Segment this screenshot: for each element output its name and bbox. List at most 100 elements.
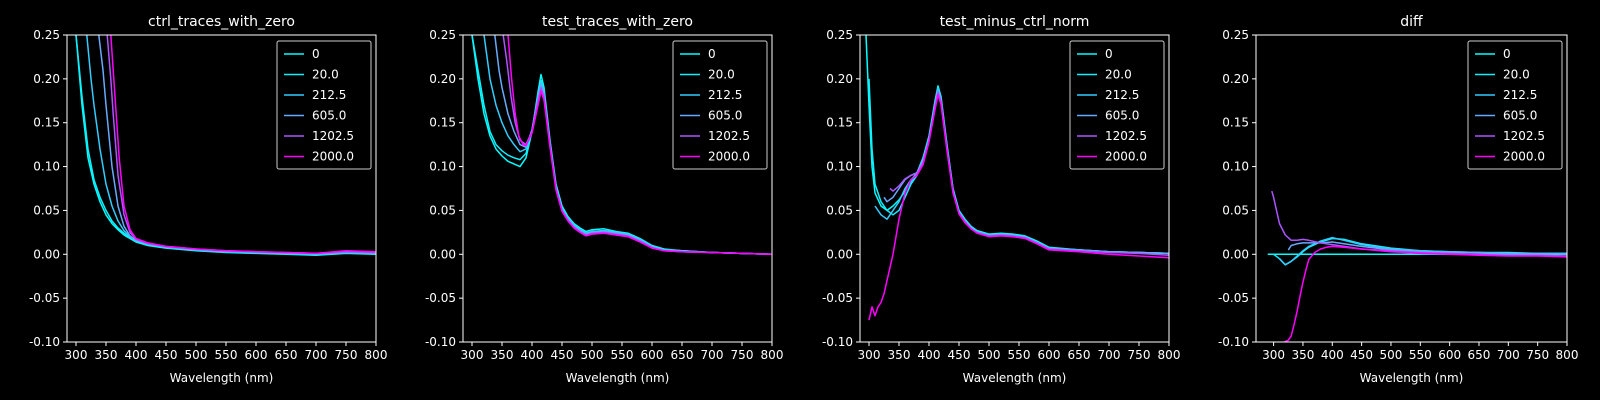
x-tick-label: 700 [701,348,724,362]
legend-entry: 605.0 [1105,109,1139,123]
x-tick-label: 750 [335,348,358,362]
x-tick-label: 450 [155,348,178,362]
legend-entry: 2000.0 [312,150,354,164]
legend-box [1467,40,1563,170]
y-tick-label: 0.20 [429,72,456,86]
legend: 0 20.0 212.5 605.0 1202.5 2000.0 [1069,40,1165,170]
legend-entry: 2000.0 [1105,150,1147,164]
axes-frame [462,34,773,343]
x-axis-label: Wavelength (nm) [170,371,274,385]
chart-panel-2: 300 350 400 450 500 550 600 650 700 750 800 -0.10 -0… [425,14,784,385]
x-tick-label: 800 [761,348,784,362]
y-tick-label: 0.00 [429,247,456,261]
series-line-2000-0 [868,93,1169,321]
y-tick-label: 0.05 [826,203,853,217]
y-tick-label: -0.05 [425,291,456,305]
x-tick-label: 800 [1556,348,1579,362]
y-tick-label: 0.25 [429,28,456,42]
series-line-2000-0 [507,35,772,256]
y-tick-label: 0.05 [1222,203,1249,217]
legend-entry: 20.0 [1105,68,1132,82]
legend-entry: 0 [1503,47,1511,61]
series-line-2000-0 [110,35,376,255]
legend: 0 20.0 212.5 605.0 1202.5 2000.0 [672,40,768,170]
x-tick-label: 450 [948,348,971,362]
series-lines [471,35,772,256]
y-tick-label: -0.10 [822,335,853,349]
y-tick-label: 0.15 [429,116,456,130]
y-tick-label: -0.10 [29,335,60,349]
legend-entry: 212.5 [1503,88,1537,102]
x-axis-label: Wavelength (nm) [566,371,670,385]
legend: 0 20.0 212.5 605.0 1202.5 2000.0 [276,40,372,170]
x-axis-label: Wavelength (nm) [1360,371,1464,385]
y-tick-label: 0.05 [33,203,60,217]
chart-title: diff [1400,14,1423,30]
legend-entry: 0 [1105,47,1113,61]
chart-title: test_minus_ctrl_norm [940,14,1090,30]
legend-box [1069,40,1165,170]
x-tick-label: 600 [641,348,664,362]
x-tick-label: 700 [1497,348,1520,362]
x-tick-label: 800 [1158,348,1181,362]
x-tick-label: 700 [1098,348,1121,362]
legend-entry: 2000.0 [708,150,750,164]
chart-title: test_traces_with_zero [542,14,693,30]
x-tick-label: 350 [888,348,911,362]
x-tick-label: 650 [275,348,298,362]
x-tick-label: 400 [521,348,544,362]
y-tick-label: -0.05 [29,291,60,305]
legend-entry: 20.0 [312,68,339,82]
x-tick-label: 350 [491,348,514,362]
y-tick-label: 0.25 [826,28,853,42]
chart-title: ctrl_traces_with_zero [148,14,295,30]
x-tick-label: 600 [1438,348,1461,362]
y-tick-label: 0.15 [826,116,853,130]
x-tick-label: 650 [1068,348,1091,362]
x-tick-label: 500 [581,348,604,362]
x-tick-label: 450 [551,348,574,362]
y-tick-label: 0.10 [429,160,456,174]
x-tick-label: 550 [1008,348,1031,362]
y-tick-label: 0.10 [33,160,60,174]
legend-box [672,40,768,170]
series-line-0 [75,35,376,256]
x-tick-label: 350 [95,348,118,362]
x-tick-label: 300 [1262,348,1285,362]
axes-frame [859,34,1170,343]
legend-entry: 20.0 [708,68,735,82]
x-tick-label: 600 [245,348,268,362]
series-lines [865,35,1169,321]
legend-entry: 0 [312,47,320,61]
axes-frame [1255,34,1568,343]
series-line-605-0 [1287,241,1567,256]
x-tick-label: 550 [215,348,238,362]
x-tick-label: 400 [918,348,941,362]
x-tick-label: 350 [1291,348,1314,362]
y-tick-label: 0.00 [826,247,853,261]
x-axis-label: Wavelength (nm) [963,371,1067,385]
series-lines [75,35,376,256]
y-tick-label: 0.10 [1222,160,1249,174]
legend-box [276,40,372,170]
x-tick-label: 450 [1350,348,1373,362]
y-tick-label: 0.05 [429,203,456,217]
legend-entry: 605.0 [708,109,742,123]
x-tick-label: 500 [978,348,1001,362]
legend-entry: 605.0 [1503,109,1537,123]
axes-frame [66,34,377,343]
chart-panel-3: 300 350 400 450 500 550 600 650 700 750 800 -0.10 -0… [822,14,1181,385]
y-tick-label: 0.25 [33,28,60,42]
x-tick-label: 750 [1526,348,1549,362]
x-tick-label: 750 [1128,348,1151,362]
legend-entry: 1202.5 [1503,129,1545,143]
x-tick-label: 700 [305,348,328,362]
y-tick-label: 0.20 [826,72,853,86]
y-tick-label: 0.15 [33,116,60,130]
series-line-1202-5 [1271,190,1567,257]
y-tick-label: 0.15 [1222,116,1249,130]
x-tick-label: 300 [65,348,88,362]
y-tick-label: -0.05 [1218,291,1249,305]
y-tick-label: 0.10 [826,160,853,174]
